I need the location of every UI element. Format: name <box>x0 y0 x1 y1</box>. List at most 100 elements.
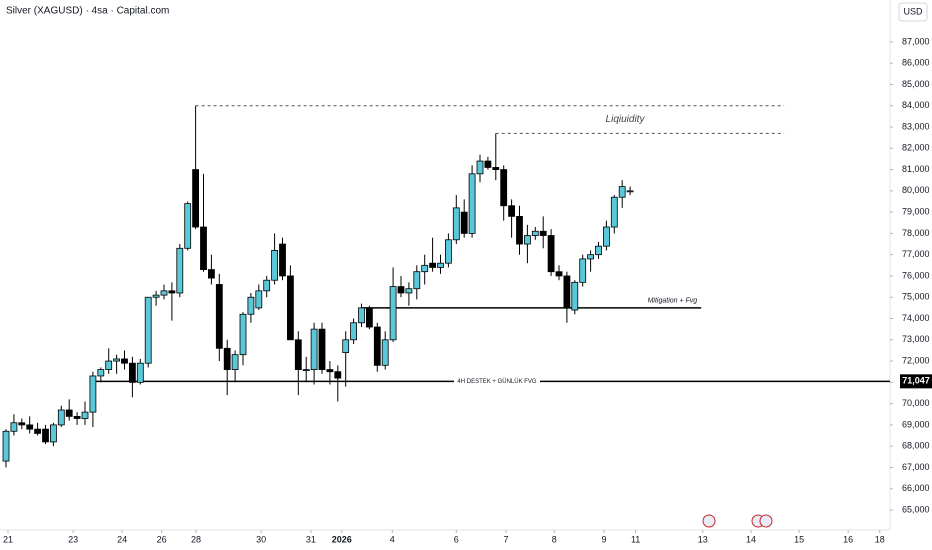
y-tick-label: 75,000 <box>902 292 930 302</box>
candle-body <box>50 424 57 443</box>
candle-body <box>342 339 350 353</box>
candle-body <box>223 347 231 370</box>
candle-body <box>42 428 49 443</box>
y-tick-label: 69,000 <box>902 419 930 429</box>
candle-body <box>152 294 160 298</box>
candle-body <box>476 160 484 175</box>
candle-body <box>89 375 97 413</box>
candle-body <box>460 211 468 234</box>
y-tick-label: 74,000 <box>902 313 930 323</box>
candle-body <box>73 415 81 419</box>
y-tick-label: 79,000 <box>902 207 930 217</box>
candle-body <box>365 307 373 328</box>
x-tick-label: 21 <box>3 534 13 544</box>
y-tick-label: 87,000 <box>902 36 930 46</box>
candle-body <box>302 369 310 371</box>
x-tick-label: 26 <box>157 534 167 544</box>
candle-body <box>168 290 176 294</box>
x-tick-label: 15 <box>794 534 804 544</box>
x-tick-label: 23 <box>68 534 78 544</box>
candle-body <box>215 284 223 349</box>
candle-body <box>81 411 89 419</box>
candle-body <box>587 254 594 260</box>
candle-body <box>547 235 555 273</box>
x-tick-label: 7 <box>504 534 509 544</box>
candle-body <box>97 369 105 377</box>
candle-body <box>34 428 42 434</box>
candle-body <box>523 235 531 245</box>
y-tick-label: 67,000 <box>902 462 930 472</box>
candle-body <box>492 167 500 170</box>
candle-body <box>595 245 602 256</box>
x-tick-label: 31 <box>306 534 316 544</box>
candle-body <box>208 269 215 279</box>
candle-body <box>263 279 271 292</box>
candle-body <box>531 230 539 236</box>
x-tick-label: 9 <box>602 534 607 544</box>
candle-body <box>444 239 452 264</box>
candle-body <box>429 262 436 268</box>
candle-body <box>121 358 128 364</box>
support-label: 4H DESTEK + GÜNLÜK FVG <box>457 378 537 385</box>
support-label-bg <box>454 376 540 387</box>
candle-body <box>2 430 10 462</box>
candle-body <box>618 186 626 198</box>
candle-body <box>176 247 184 294</box>
candle-body <box>571 281 579 311</box>
candle-body <box>626 190 634 193</box>
candle-body <box>231 354 239 370</box>
y-tick-label: 84,000 <box>902 100 930 110</box>
candle-body <box>350 322 357 341</box>
candle-body <box>405 288 413 294</box>
candle-body <box>10 422 18 432</box>
candle-body <box>271 250 278 281</box>
x-tick-label: 6 <box>454 534 459 544</box>
currency[interactable]: USD <box>903 6 923 16</box>
candle-body <box>397 286 405 294</box>
candle-body <box>555 271 563 277</box>
currency-box[interactable] <box>898 2 928 22</box>
candle-body <box>279 243 286 277</box>
candle-body <box>184 203 192 249</box>
x-tick-label: 18 <box>875 534 885 544</box>
candle-body <box>129 362 136 383</box>
x-tick-label: 28 <box>191 534 201 544</box>
price-tag: 71,047 <box>902 376 930 386</box>
y-tick-label: 72,000 <box>902 355 930 365</box>
x-tick-label: 11 <box>631 534 640 544</box>
candle-body <box>539 230 547 236</box>
candle-body <box>294 339 302 370</box>
candle-body <box>334 371 342 379</box>
candle-body <box>563 275 571 309</box>
candle-body <box>113 358 121 362</box>
x-tick-label: 8 <box>552 534 557 544</box>
candle-body <box>373 326 381 366</box>
candle-body <box>200 226 207 270</box>
candle-body <box>255 290 263 309</box>
candle-body <box>57 409 65 426</box>
candle-body <box>579 258 587 283</box>
candle-body <box>26 424 34 430</box>
y-tick-label: 73,000 <box>902 334 930 344</box>
x-tick-label: 24 <box>117 534 127 544</box>
flag[interactable] <box>759 514 773 528</box>
x-tick-label: 14 <box>746 534 756 544</box>
candle-body <box>389 286 397 341</box>
candle-body <box>239 313 247 356</box>
candle-body <box>326 369 334 373</box>
x-tick-label: 13 <box>698 534 708 544</box>
y-tick-label: 77,000 <box>902 249 930 259</box>
candle-body <box>452 207 460 241</box>
mitigation-label: Mitigation + Fvg <box>648 298 698 305</box>
y-tick-label: 66,000 <box>902 483 930 493</box>
y-tick-label: 83,000 <box>902 121 930 131</box>
event-flags[interactable] <box>702 514 773 528</box>
candle-body <box>421 264 429 273</box>
flag[interactable] <box>702 514 716 528</box>
y-tick-label: 82,000 <box>902 143 930 153</box>
y-tick-label: 65,000 <box>902 504 930 514</box>
x-tick-label: 30 <box>256 534 266 544</box>
candle-body <box>437 262 444 268</box>
candle-body <box>508 205 515 217</box>
